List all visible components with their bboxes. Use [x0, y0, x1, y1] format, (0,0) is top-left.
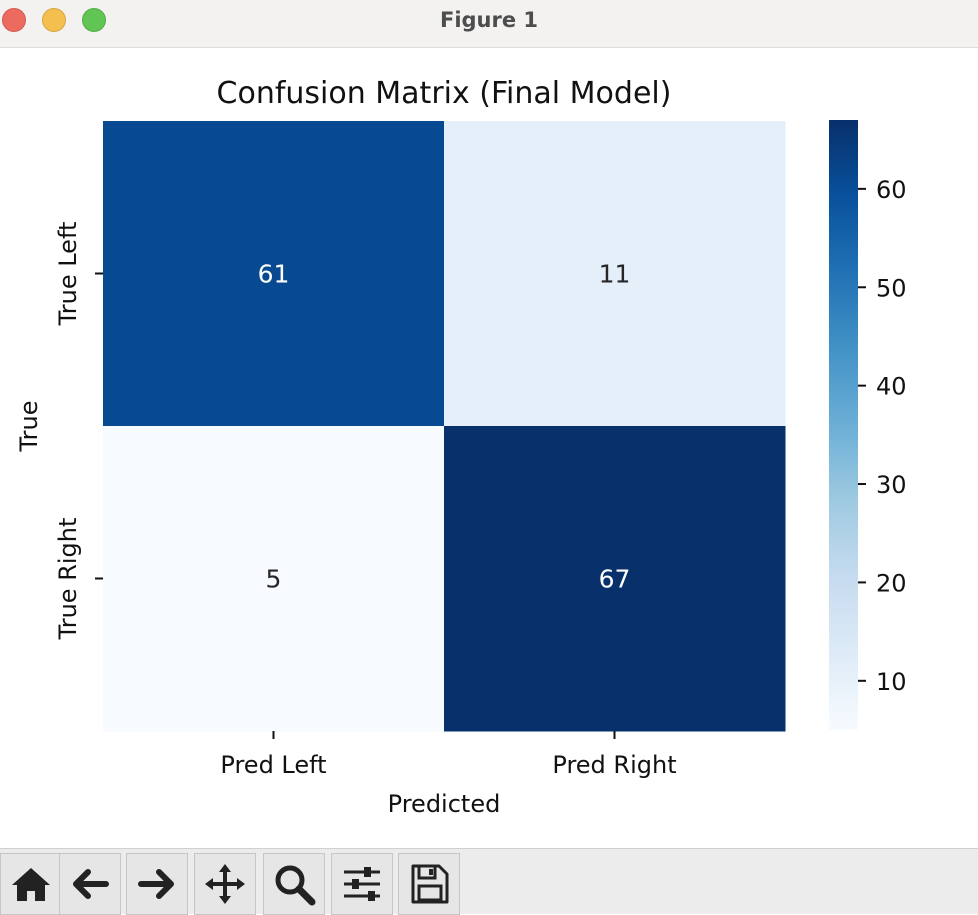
y-tick-label: True Right — [54, 518, 82, 641]
y-axis-label: True — [15, 401, 43, 453]
save-icon — [411, 864, 449, 904]
cell-value-label: 5 — [266, 565, 282, 594]
colorbar-tick-label: 60 — [876, 176, 907, 204]
chart-title: Confusion Matrix (Final Model) — [217, 76, 672, 111]
colorbar-tick-label: 50 — [876, 274, 907, 302]
configure-subplots-icon — [344, 867, 380, 901]
forward-button[interactable] — [126, 853, 188, 915]
colorbar-tick-label: 20 — [876, 569, 907, 597]
x-tick-label: Pred Left — [220, 751, 326, 779]
heatmap-cell — [444, 426, 786, 732]
confusion-matrix-chart: Confusion Matrix (Final Model) 61 11 5 67 P… — [15, 76, 907, 818]
x-axis-label: Predicted — [388, 790, 501, 818]
pan-button[interactable] — [194, 853, 256, 915]
pan-icon — [205, 864, 245, 904]
back-icon — [73, 869, 109, 899]
home-icon — [12, 868, 50, 901]
x-tick-label: Pred Right — [552, 751, 676, 779]
heatmap-cell — [103, 121, 445, 427]
cell-value-label: 61 — [258, 260, 290, 289]
colorbar — [829, 120, 858, 730]
window-titlebar: Figure 1 — [0, 0, 978, 48]
close-window-button[interactable] — [2, 8, 26, 32]
heatmap-cell — [103, 426, 445, 732]
configure-subplots-button[interactable] — [331, 853, 393, 915]
navigation-toolbar — [0, 848, 978, 915]
zoom-icon — [275, 865, 316, 906]
window-title: Figure 1 — [439, 8, 539, 32]
save-button[interactable] — [398, 853, 460, 915]
forward-icon — [138, 869, 174, 899]
home-button[interactable] — [0, 853, 62, 915]
minimize-window-button[interactable] — [42, 8, 66, 32]
cell-value-label: 11 — [599, 260, 631, 289]
zoom-window-button[interactable] — [82, 8, 106, 32]
colorbar-tick-label: 40 — [876, 373, 907, 401]
colorbar-tick-label: 30 — [876, 471, 907, 499]
zoom-button[interactable] — [263, 853, 325, 915]
colorbar-tick-label: 10 — [876, 668, 907, 696]
heatmap-cell — [444, 121, 786, 427]
y-tick-label: True Left — [54, 222, 82, 327]
back-button[interactable] — [59, 853, 121, 915]
cell-value-label: 67 — [599, 565, 631, 594]
